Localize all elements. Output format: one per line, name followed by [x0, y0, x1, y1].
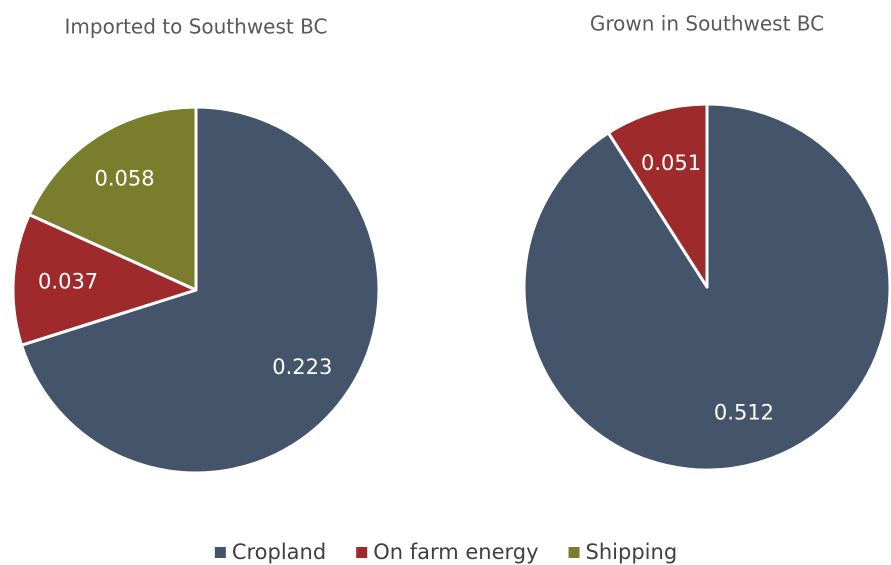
- data-label: 0.051: [641, 151, 701, 175]
- legend-label: On farm energy: [373, 540, 538, 564]
- data-label: 0.223: [272, 355, 332, 379]
- legend-label: Shipping: [586, 540, 678, 564]
- pie-slice: [20, 105, 381, 475]
- data-label: 0.058: [95, 166, 155, 190]
- data-label: 0.512: [714, 400, 774, 424]
- pie-title: Grown in Southwest BC: [590, 12, 824, 36]
- legend-label: Cropland: [232, 540, 326, 564]
- pie-slice: [11, 213, 198, 347]
- pie-slice: [606, 102, 709, 289]
- legend-swatch: [568, 547, 580, 558]
- pie-slice: [27, 105, 198, 292]
- legend-swatch: [214, 547, 226, 558]
- pie-title: Imported to Southwest BC: [65, 15, 328, 39]
- legend-swatch: [356, 547, 368, 558]
- data-label: 0.037: [38, 269, 98, 293]
